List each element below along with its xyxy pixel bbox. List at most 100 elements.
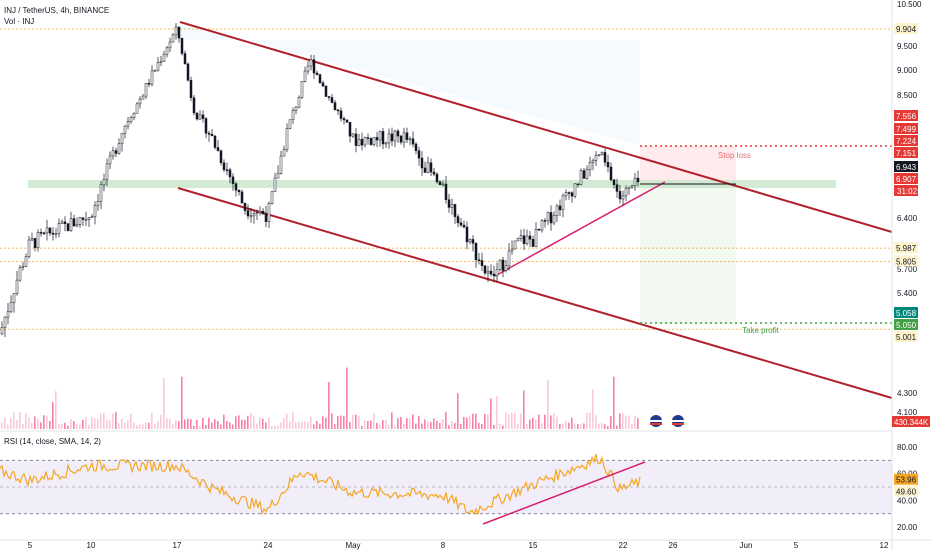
volume-bar bbox=[340, 415, 342, 429]
volume-bar bbox=[436, 420, 438, 429]
volume-bar bbox=[571, 417, 573, 429]
candle-body bbox=[573, 183, 577, 197]
volume-bar bbox=[79, 424, 81, 429]
volume-bar bbox=[346, 367, 348, 429]
candle-body bbox=[255, 212, 259, 214]
volume-bar bbox=[631, 424, 633, 429]
candle-body bbox=[228, 169, 232, 178]
candle-body bbox=[153, 69, 157, 72]
y-tick-label: 5.700 bbox=[897, 265, 918, 274]
channel-upper-line[interactable] bbox=[179, 21, 893, 233]
volume-bar bbox=[463, 416, 465, 429]
chart-title: INJ / TetherUS, 4h, BINANCE bbox=[4, 6, 110, 15]
volume-bar bbox=[523, 390, 525, 429]
candle-body bbox=[555, 205, 559, 216]
candle-body bbox=[231, 176, 235, 184]
candle-body bbox=[111, 150, 115, 157]
candle-body bbox=[354, 133, 358, 146]
price-tag-label: 5.987 bbox=[896, 244, 917, 253]
volume-bar bbox=[172, 424, 174, 429]
price-axis[interactable] bbox=[892, 0, 932, 540]
us-flag-icon[interactable] bbox=[672, 415, 684, 427]
candle-body bbox=[237, 189, 241, 193]
volume-bar bbox=[310, 416, 312, 429]
volume-bar bbox=[316, 420, 318, 429]
candle-body bbox=[219, 150, 223, 164]
candle-body bbox=[273, 177, 277, 193]
channel-lower-line[interactable] bbox=[177, 187, 893, 399]
candle-body bbox=[504, 265, 508, 271]
candle-body bbox=[609, 166, 613, 181]
volume-bar bbox=[115, 412, 117, 429]
candle-body bbox=[330, 97, 334, 103]
x-tick-label: May bbox=[345, 541, 360, 550]
volume-bar bbox=[556, 416, 558, 429]
candle-body bbox=[426, 162, 430, 173]
volume-bar bbox=[343, 415, 345, 429]
volume-bar bbox=[439, 423, 441, 429]
candles bbox=[0, 23, 640, 338]
volume-bar bbox=[109, 420, 111, 429]
us-flag-icon[interactable] bbox=[650, 415, 662, 427]
volume-bar bbox=[379, 425, 381, 429]
candle-body bbox=[75, 224, 79, 227]
candle-body bbox=[375, 137, 379, 141]
rsi-tick-label: 20.00 bbox=[897, 523, 918, 532]
volume-bar bbox=[451, 421, 453, 429]
volume-bar bbox=[148, 422, 150, 429]
candle-body bbox=[477, 259, 481, 261]
volume-bar bbox=[496, 396, 498, 429]
candle-body bbox=[447, 199, 451, 208]
candle-body bbox=[303, 70, 307, 82]
candle-body bbox=[147, 83, 151, 85]
x-tick-label: 8 bbox=[441, 541, 446, 550]
candle-body bbox=[579, 170, 583, 185]
price-tag-label: 7.499 bbox=[896, 125, 917, 134]
candle-body bbox=[150, 70, 154, 85]
candle-body bbox=[438, 181, 442, 186]
candle-body bbox=[222, 162, 226, 170]
volume-bar bbox=[181, 376, 183, 429]
volume-bar bbox=[307, 421, 309, 429]
candle-body bbox=[441, 183, 445, 186]
volume-bar bbox=[76, 423, 78, 429]
candle-body bbox=[342, 118, 346, 121]
volume-bar bbox=[469, 416, 471, 429]
candle-body bbox=[192, 97, 196, 114]
volume-bar bbox=[508, 414, 510, 429]
candle-body bbox=[618, 191, 622, 200]
rising-trendline[interactable] bbox=[494, 181, 666, 277]
x-tick-label: 5 bbox=[794, 541, 799, 550]
volume-bar bbox=[526, 423, 528, 429]
volume-bar bbox=[187, 418, 189, 429]
rsi-trendline[interactable] bbox=[482, 461, 646, 525]
candle-body bbox=[195, 112, 199, 120]
candle-body bbox=[270, 191, 274, 204]
candle-body bbox=[282, 149, 286, 157]
candle-body bbox=[546, 212, 550, 221]
volume-bar bbox=[235, 416, 237, 429]
candle-body bbox=[96, 201, 100, 206]
volume-bar bbox=[415, 423, 417, 429]
volume-bar bbox=[199, 425, 201, 429]
candle-body bbox=[411, 138, 415, 145]
volume-bar bbox=[292, 412, 294, 429]
candle-body bbox=[81, 217, 85, 220]
volume-bar bbox=[490, 398, 492, 429]
candle-body bbox=[51, 232, 55, 235]
x-tick-label: 24 bbox=[264, 541, 273, 550]
volume-bar bbox=[442, 419, 444, 429]
candle-body bbox=[207, 132, 211, 135]
price-tag bbox=[894, 307, 918, 318]
candle-body bbox=[312, 59, 316, 74]
volume-bar bbox=[238, 415, 240, 429]
candle-body bbox=[453, 204, 457, 217]
time-axis[interactable]: 5 10 17 24 May 8 15 22 26 Jun 5 12 bbox=[28, 541, 889, 550]
price-tag bbox=[894, 147, 918, 158]
volume-label: Vol · INJ bbox=[4, 17, 35, 26]
candle-body bbox=[624, 187, 628, 197]
volume-bar bbox=[313, 424, 315, 429]
volume-bar bbox=[25, 413, 27, 429]
volume-bar bbox=[40, 422, 42, 429]
